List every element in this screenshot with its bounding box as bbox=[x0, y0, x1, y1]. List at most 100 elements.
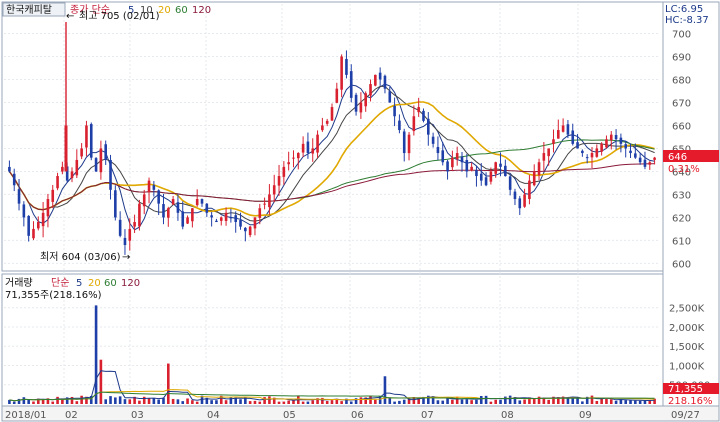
volume-bar bbox=[268, 396, 271, 404]
candle-body bbox=[219, 217, 223, 221]
candle-body bbox=[600, 143, 603, 152]
candle-body bbox=[436, 146, 440, 154]
candle-body bbox=[176, 202, 180, 213]
volume-bar bbox=[263, 397, 266, 404]
volume-bar bbox=[465, 399, 469, 404]
candle-body bbox=[470, 166, 473, 171]
candle-body bbox=[523, 194, 526, 207]
candle-body bbox=[629, 150, 632, 154]
volume-bar bbox=[195, 401, 199, 404]
volume-bar bbox=[638, 400, 642, 404]
candle-body bbox=[561, 125, 565, 132]
candle-body bbox=[36, 222, 40, 229]
candle-body bbox=[460, 156, 464, 163]
ma-20-line bbox=[8, 101, 655, 217]
volume-bar bbox=[629, 400, 632, 404]
candle-body bbox=[277, 176, 281, 186]
volume-bar bbox=[393, 401, 396, 404]
volume-bar bbox=[142, 396, 146, 404]
candle-body bbox=[653, 157, 656, 160]
volume-bar bbox=[605, 398, 608, 404]
candle-body bbox=[27, 215, 30, 236]
volume-bar bbox=[643, 400, 647, 404]
volume-bar bbox=[455, 396, 459, 404]
candle-body bbox=[215, 220, 218, 223]
candle-body bbox=[484, 177, 488, 186]
candle-body bbox=[417, 107, 420, 113]
candle-body bbox=[229, 217, 233, 219]
current-volume-tag bbox=[663, 383, 719, 394]
candle-body bbox=[648, 162, 652, 165]
candle-body bbox=[330, 107, 334, 121]
volume-bar bbox=[157, 399, 160, 404]
current-volume: 71,355 bbox=[668, 384, 703, 395]
candle-body bbox=[114, 190, 117, 218]
candle-body bbox=[296, 153, 300, 159]
candle-body bbox=[388, 91, 392, 103]
volume-bar bbox=[162, 397, 165, 404]
candle-body bbox=[605, 139, 608, 148]
volume-bar bbox=[292, 399, 295, 404]
volume-bar bbox=[176, 399, 180, 404]
candle-body bbox=[104, 144, 108, 160]
volume-bar bbox=[75, 401, 79, 404]
volume-bar bbox=[128, 399, 132, 404]
candle-body bbox=[349, 71, 353, 98]
volume-bar bbox=[426, 395, 430, 404]
candle-body bbox=[441, 150, 445, 163]
price-legend-prefix: 종가 단순 bbox=[70, 4, 110, 16]
x-axis-label: 07 bbox=[421, 410, 434, 421]
volume-bar bbox=[383, 376, 387, 404]
volume-bar bbox=[518, 400, 522, 404]
volume-bar bbox=[123, 399, 127, 404]
candle-body bbox=[181, 211, 185, 227]
candle-body bbox=[85, 125, 88, 148]
candle-body bbox=[576, 142, 579, 149]
volume-bar bbox=[311, 400, 315, 404]
volume-bar bbox=[499, 399, 502, 404]
price-tick-label: 670 bbox=[672, 98, 691, 109]
grid-lines bbox=[4, 4, 660, 404]
volume-bar bbox=[171, 398, 175, 404]
volume-bar bbox=[316, 398, 319, 404]
volume-bar bbox=[609, 399, 613, 404]
candle-body bbox=[340, 56, 343, 90]
candle-body bbox=[451, 157, 454, 168]
ticker-box[interactable] bbox=[2, 2, 66, 17]
volume-bar bbox=[239, 399, 242, 404]
volume-bar bbox=[32, 401, 35, 404]
moving-average-lines bbox=[8, 83, 655, 402]
price-tick-label: 610 bbox=[672, 236, 691, 247]
arrow-left-icon: ← bbox=[66, 11, 74, 22]
volume-bar bbox=[484, 395, 488, 404]
price-legend: 한국캐피탈 종가 단순 5 10 20 60 120 bbox=[2, 2, 211, 17]
x-axis-label: 2018/01 bbox=[5, 410, 47, 421]
candle-body bbox=[118, 219, 122, 236]
volume-bar bbox=[345, 398, 348, 404]
candle-body bbox=[489, 171, 493, 182]
volume-tick-label: 2,500K bbox=[669, 304, 705, 315]
x-axis-label: 04 bbox=[207, 410, 220, 421]
lc-label: LC:6.95 bbox=[665, 4, 703, 15]
candle-body bbox=[455, 153, 459, 160]
volume-bar bbox=[479, 396, 483, 404]
x-axis-label: 02 bbox=[65, 410, 78, 421]
volume-bar bbox=[41, 398, 45, 404]
candle-body bbox=[12, 173, 16, 186]
candle-body bbox=[8, 166, 11, 172]
volume-bar bbox=[537, 396, 541, 404]
candle-body bbox=[157, 190, 160, 204]
low-annotation-text: 최저 604 (03/06) bbox=[40, 251, 121, 263]
candle-body bbox=[422, 110, 425, 121]
candle-body bbox=[162, 204, 165, 218]
volume-ma-60-line bbox=[9, 391, 655, 402]
volume-bar bbox=[104, 399, 108, 404]
volume-bar bbox=[12, 401, 16, 404]
ma-5-line bbox=[8, 83, 655, 231]
candle-body bbox=[272, 185, 276, 195]
current-price-tag bbox=[663, 150, 719, 162]
candle-body bbox=[412, 116, 416, 132]
candle-body bbox=[431, 136, 435, 144]
volume-bar bbox=[205, 397, 209, 404]
